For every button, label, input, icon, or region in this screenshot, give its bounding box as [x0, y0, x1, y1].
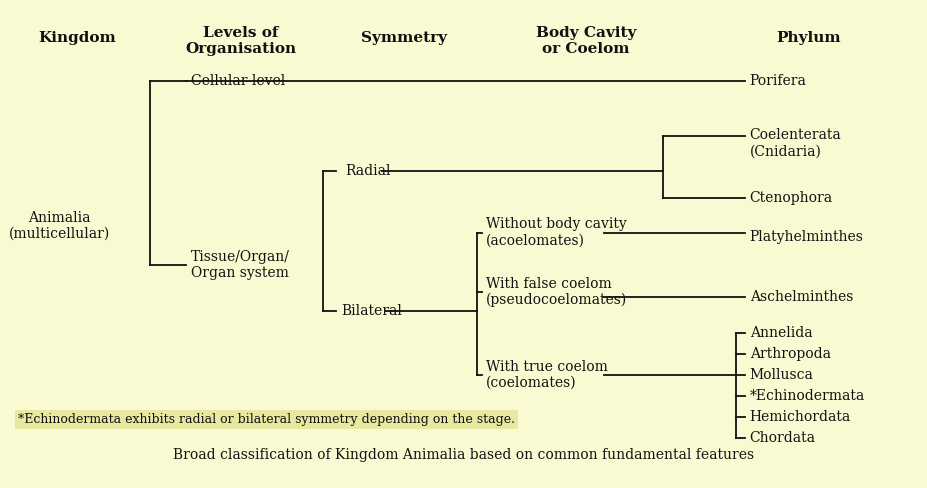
Text: Levels of
Organisation: Levels of Organisation [185, 26, 297, 56]
Text: Kingdom: Kingdom [39, 31, 116, 45]
Text: Phylum: Phylum [777, 31, 841, 45]
Text: Cellular level: Cellular level [191, 74, 286, 88]
Text: *Echinodermata: *Echinodermata [750, 389, 865, 403]
Text: Broad classification of Kingdom Animalia based on common fundamental features: Broad classification of Kingdom Animalia… [173, 448, 754, 462]
Text: Annelida: Annelida [750, 326, 812, 341]
Text: Radial: Radial [346, 163, 391, 178]
Text: Hemichordata: Hemichordata [750, 410, 851, 424]
Text: Platyhelminthes: Platyhelminthes [750, 230, 864, 244]
Text: Tissue/Organ/
Organ system: Tissue/Organ/ Organ system [191, 249, 290, 280]
Text: Ctenophora: Ctenophora [750, 191, 832, 205]
Text: Body Cavity
or Coelom: Body Cavity or Coelom [536, 26, 636, 56]
Text: Symmetry: Symmetry [362, 31, 448, 45]
Text: Bilateral: Bilateral [341, 304, 401, 318]
Text: *Echinodermata exhibits radial or bilateral symmetry depending on the stage.: *Echinodermata exhibits radial or bilate… [19, 413, 515, 426]
Text: Animalia
(multicellular): Animalia (multicellular) [8, 210, 110, 241]
Text: Aschelminthes: Aschelminthes [750, 290, 853, 304]
Text: Arthropoda: Arthropoda [750, 347, 831, 361]
Text: Coelenterata
(Cnidaria): Coelenterata (Cnidaria) [750, 128, 842, 158]
Text: Mollusca: Mollusca [750, 368, 814, 382]
Text: With false coelom
(pseudocoelomates): With false coelom (pseudocoelomates) [486, 277, 628, 307]
Text: Porifera: Porifera [750, 74, 806, 88]
Text: Without body cavity
(acoelomates): Without body cavity (acoelomates) [486, 218, 627, 247]
Text: With true coelom
(coelomates): With true coelom (coelomates) [486, 360, 608, 390]
Text: Chordata: Chordata [750, 430, 816, 445]
